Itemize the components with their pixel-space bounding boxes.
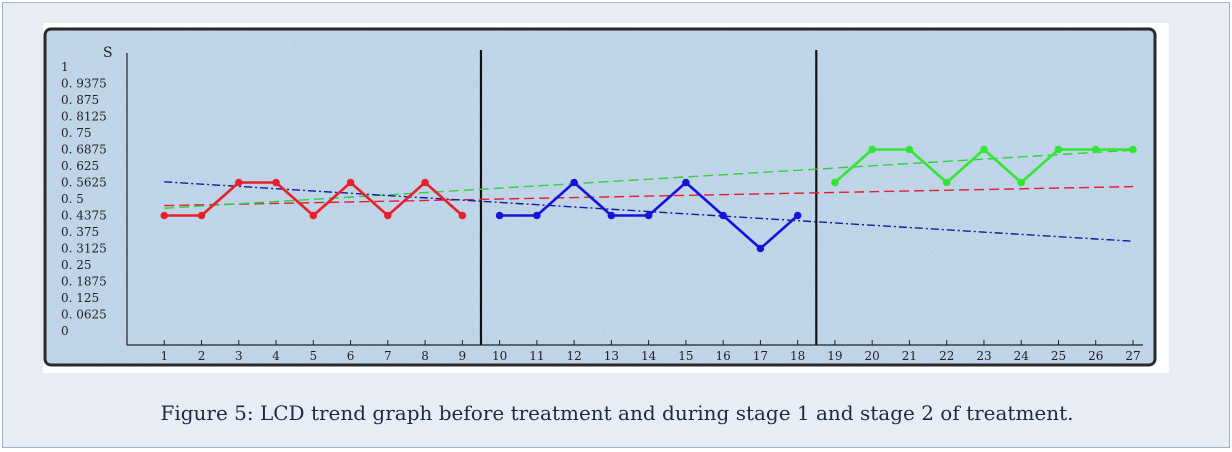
x-tick-label: 8 xyxy=(421,349,429,363)
y-tick-label: 0. 5625 xyxy=(61,176,107,190)
y-axis-label: S xyxy=(103,45,113,61)
x-tick-label: 26 xyxy=(1088,349,1103,363)
y-tick-label: 0. 5 xyxy=(61,192,84,206)
trend-line-3 xyxy=(164,181,1134,242)
y-tick-label: 0. 375 xyxy=(61,225,99,239)
trend-line-2 xyxy=(164,149,1134,209)
y-tick-label: 0. 6875 xyxy=(61,143,107,157)
y-tick-label: 0. 8125 xyxy=(61,110,107,124)
y-tick-label: 0. 875 xyxy=(61,93,99,107)
x-tick-label: 6 xyxy=(347,349,355,363)
x-tick-label: 2 xyxy=(198,349,206,363)
data-point xyxy=(309,211,318,220)
data-point xyxy=(682,178,690,187)
data-point xyxy=(495,211,504,220)
x-tick-label: 23 xyxy=(976,349,991,363)
data-point xyxy=(607,211,616,220)
y-tick-label: 0 xyxy=(61,324,69,338)
data-point xyxy=(533,211,541,220)
data-point xyxy=(793,211,802,220)
x-tick-label: 10 xyxy=(492,349,507,363)
y-tick-label: 0. 25 xyxy=(61,258,92,272)
data-point xyxy=(831,178,839,187)
x-tick-label: 24 xyxy=(1014,349,1030,363)
x-tick-label: 11 xyxy=(529,349,544,363)
lcd-trend-chart: 1 0. 9375 0. 875 0. 8125 0. 75 0. 6875 0. 625 0… xyxy=(43,27,1157,367)
x-tick-label: 1 xyxy=(160,349,168,363)
x-tick-label: 7 xyxy=(384,349,392,363)
trend-line-1 xyxy=(164,185,1134,207)
data-point xyxy=(197,211,206,220)
x-tick-label: 5 xyxy=(309,349,317,363)
y-tick-label: 0. 3125 xyxy=(61,242,107,256)
data-point xyxy=(1017,178,1026,187)
y-tick-label: 0. 4375 xyxy=(61,209,107,223)
x-tick-label: 27 xyxy=(1125,349,1140,363)
y-tick-label: 1 xyxy=(61,60,69,74)
data-point xyxy=(756,244,765,253)
data-point xyxy=(160,211,169,220)
data-point xyxy=(644,211,653,220)
x-tick-label: 25 xyxy=(1051,349,1066,363)
x-tick-label: 12 xyxy=(566,349,581,363)
y-tick-label: 0. 625 xyxy=(61,159,99,173)
data-point xyxy=(234,178,243,187)
data-point xyxy=(905,145,914,154)
x-tick-label: 3 xyxy=(235,349,243,363)
x-tick-label: 22 xyxy=(939,349,954,363)
data-point xyxy=(942,178,951,187)
y-tick-label: 0. 0625 xyxy=(61,308,107,322)
y-tick-label: 0. 1875 xyxy=(61,275,107,289)
y-tick-label: 0. 9375 xyxy=(61,77,107,91)
y-tick-label: 0. 125 xyxy=(61,291,99,305)
data-point xyxy=(1129,145,1137,154)
data-point xyxy=(384,211,392,220)
x-tick-label: 15 xyxy=(678,349,693,363)
data-point xyxy=(570,178,578,187)
chart-panel: 1 0. 9375 0. 875 0. 8125 0. 75 0. 6875 0. 625 0… xyxy=(43,23,1169,373)
data-point xyxy=(1054,145,1063,154)
x-tick-label: 14 xyxy=(641,349,657,363)
x-tick-label: 4 xyxy=(272,349,280,363)
data-point xyxy=(272,178,280,187)
x-tick-label: 13 xyxy=(604,349,619,363)
x-tick-label: 19 xyxy=(827,349,842,363)
data-point xyxy=(868,145,876,154)
data-point xyxy=(1091,145,1100,154)
y-tick-label: 0. 75 xyxy=(61,126,92,140)
data-point xyxy=(719,211,727,220)
x-tick-label: 9 xyxy=(459,349,467,363)
x-tick-label: 20 xyxy=(865,349,880,363)
x-tick-label: 16 xyxy=(716,349,731,363)
data-point xyxy=(980,145,988,154)
x-tick-label: 18 xyxy=(790,349,805,363)
data-point xyxy=(458,211,467,220)
data-point xyxy=(346,178,355,187)
data-point xyxy=(421,178,429,187)
x-tick-label: 21 xyxy=(902,349,917,363)
x-tick-label: 17 xyxy=(753,349,768,363)
figure-caption: Figure 5: LCD trend graph before treatme… xyxy=(160,401,1074,425)
